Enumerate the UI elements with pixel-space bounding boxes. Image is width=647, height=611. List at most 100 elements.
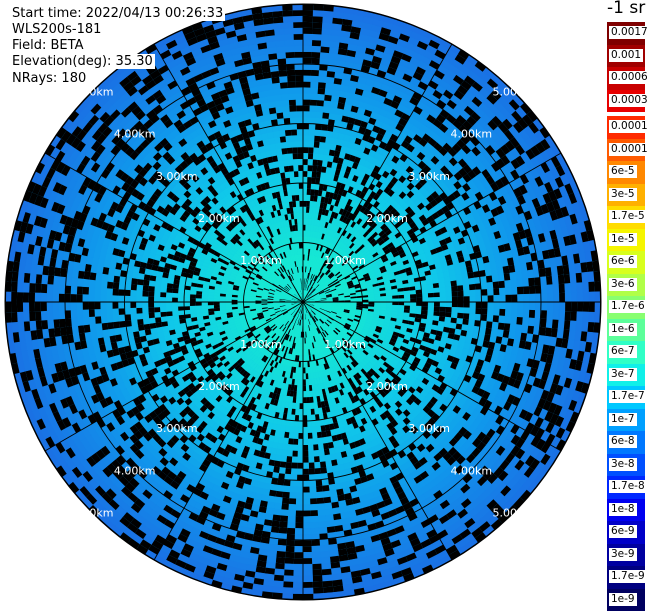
range-gate-cell (311, 189, 315, 195)
range-gate-cell (281, 148, 287, 155)
range-gate-cell (148, 307, 154, 313)
range-gate-cell (196, 306, 202, 310)
range-gate-cell (303, 147, 308, 153)
range-gate-cell (303, 207, 306, 213)
range-gate-cell (298, 231, 301, 237)
range-gate-cell (294, 171, 299, 177)
range-gate-cell (303, 141, 309, 147)
range-gate-cell (143, 285, 149, 291)
range-gate-cell (173, 315, 180, 320)
range-gate-cell (299, 409, 303, 415)
range-gate-cell (314, 408, 319, 414)
range-gate-cell (428, 297, 434, 302)
range-gate-cell (299, 177, 303, 183)
range-gate-cell (416, 306, 422, 310)
range-gate-cell (313, 159, 318, 165)
range-gate-cell (303, 201, 307, 207)
range-gate-cell (303, 135, 309, 141)
range-gate-cell (307, 195, 311, 201)
range-gate-cell (307, 409, 311, 415)
range-gate-cell (293, 445, 298, 451)
range-gate-cell (462, 279, 469, 285)
range-gate-cell (434, 297, 440, 302)
range-gate-cell (166, 297, 172, 302)
range-gate-cell (148, 286, 154, 292)
range-gate-cell (308, 373, 311, 379)
range-gate-cell (303, 397, 307, 403)
range-gate-cell (292, 457, 298, 463)
range-gate-cell (308, 153, 313, 159)
range-gate-cell (451, 280, 458, 286)
range-gate-cell (398, 299, 404, 303)
range-gate-cell (296, 195, 300, 201)
range-gate-cell (143, 313, 149, 319)
range-gate-cell (306, 379, 309, 385)
range-gate-cell (303, 189, 307, 195)
range-gate-cell (196, 295, 202, 299)
range-gate-cell (286, 178, 291, 185)
range-gate-cell (232, 297, 238, 300)
range-gate-cell (214, 308, 220, 312)
range-gate-cell (456, 274, 463, 280)
range-gate-cell (299, 421, 303, 427)
range-gate-cell (403, 283, 409, 288)
range-gate-cell (386, 302, 392, 305)
range-gate-cell (303, 427, 308, 433)
range-gate-cell (286, 456, 292, 462)
range-gate-cell (295, 183, 299, 189)
range-gate-cell (434, 292, 440, 297)
range-gate-cell (445, 286, 451, 292)
range-gate-cell (319, 142, 325, 149)
range-gate-cell (308, 147, 314, 153)
range-gate-cell (433, 316, 440, 321)
range-gate-cell (274, 461, 281, 468)
range-gate-cell (457, 313, 463, 319)
range-gate-cell (308, 439, 313, 445)
range-gate-cell (172, 297, 178, 302)
range-gate-cell (293, 159, 298, 165)
range-gate-cell (422, 310, 428, 315)
range-gate-cell (196, 302, 202, 306)
range-gate-cell (154, 302, 160, 307)
range-gate-cell (190, 310, 196, 314)
range-gate-cell (392, 299, 398, 302)
range-gate-cell (139, 330, 146, 337)
range-gate-cell (416, 290, 422, 295)
range-gate-cell (313, 153, 319, 159)
range-gate-cell (285, 172, 290, 179)
range-gate-cell (303, 439, 308, 445)
range-gate-cell (398, 302, 404, 306)
range-gate-cell (457, 318, 464, 324)
range-gate-cell (297, 141, 303, 147)
range-gate-cell (306, 385, 309, 391)
range-gate-cell (303, 403, 307, 409)
range-gate-cell (291, 463, 297, 469)
range-gate-cell (318, 444, 324, 451)
range-gate-cell (308, 159, 313, 165)
range-gate-cell (363, 304, 369, 307)
range-gate-cell (167, 316, 174, 321)
range-gate-cell (462, 273, 469, 280)
range-gate-cell (446, 297, 452, 302)
range-gate-cell (148, 312, 154, 318)
range-gate-cell (291, 219, 295, 225)
range-gate-cell (305, 362, 308, 368)
range-gate-cell (464, 296, 470, 302)
range-gate-cell (287, 147, 293, 153)
range-gate-cell (386, 299, 392, 302)
range-gate-cell (226, 305, 232, 308)
range-gate-cell (303, 445, 308, 451)
range-gate-cell (291, 189, 295, 195)
range-gate-cell (398, 305, 404, 309)
range-gate-cell (410, 302, 416, 306)
range-gate-cell (294, 177, 299, 183)
range-gate-cell (457, 285, 463, 291)
range-gate-cell (308, 457, 314, 463)
range-gate-cell (287, 444, 293, 450)
range-gate-cell (452, 291, 458, 297)
range-gate-cell (306, 201, 310, 207)
range-gate-cell (410, 306, 416, 310)
range-gate-cell (154, 307, 160, 312)
range-gate-cell (160, 312, 166, 317)
range-gate-cell (178, 289, 184, 294)
